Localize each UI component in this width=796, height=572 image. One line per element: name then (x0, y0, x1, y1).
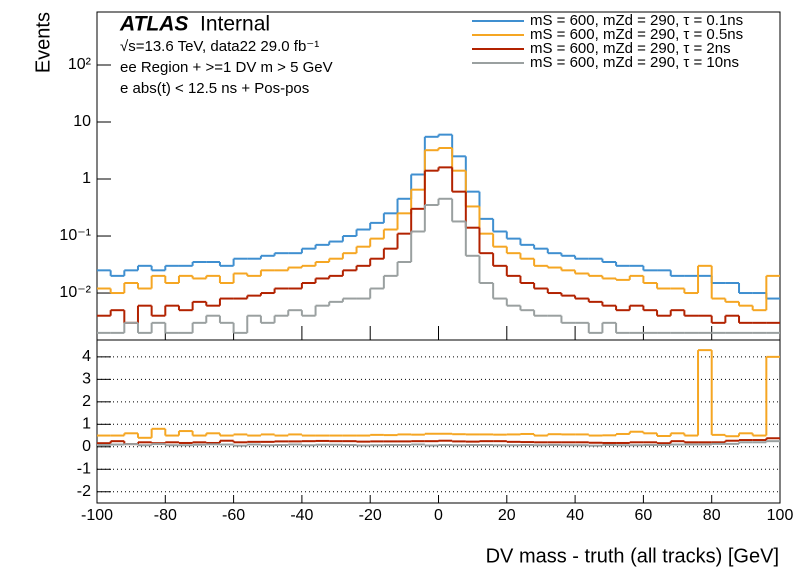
y-tick-label: 3 (82, 371, 91, 388)
y-tick-label: 1 (82, 170, 91, 187)
x-tick-label: -100 (81, 507, 113, 524)
y-axis-label: Events (32, 12, 54, 73)
y-tick-label: 10⁻² (59, 284, 91, 301)
y-tick-label: 10² (68, 56, 92, 73)
legend-label: mS = 600, mZd = 290, τ = 0.1ns (530, 12, 743, 29)
y-tick-label: 10 (73, 113, 91, 130)
x-tick-label: 0 (434, 507, 443, 524)
legend-label: mS = 600, mZd = 290, τ = 2ns (530, 40, 731, 57)
status: Internal (200, 13, 270, 36)
experiment: ATLAS (119, 13, 188, 36)
y-tick-label: -1 (77, 460, 91, 477)
y-tick-label: -2 (77, 483, 91, 500)
y-tick-label: 10⁻¹ (59, 227, 91, 244)
y-tick-label: 4 (82, 348, 91, 365)
x-tick-label: 100 (767, 507, 794, 524)
y-tick-label: 1 (82, 416, 91, 433)
x-tick-label: 80 (703, 507, 721, 524)
x-tick-label: -20 (359, 507, 382, 524)
legend-label: mS = 600, mZd = 290, τ = 10ns (530, 54, 739, 71)
annotation: e abs(t) < 12.5 ns + Pos-pos (120, 80, 309, 97)
annotation: √s=13.6 TeV, data22 29.0 fb⁻¹ (120, 38, 319, 55)
x-axis-label: DV mass - truth (all tracks) [GeV] (486, 545, 779, 567)
y-tick-label: 0 (82, 438, 91, 455)
annotation: ee Region + >=1 DV m > 5 GeV (120, 59, 333, 76)
x-tick-label: -40 (290, 507, 313, 524)
ratio-frame (96, 339, 781, 504)
x-tick-label: 40 (566, 507, 584, 524)
x-tick-label: -60 (222, 507, 245, 524)
y-tick-label: 2 (82, 393, 91, 410)
x-tick-label: 60 (635, 507, 653, 524)
x-tick-label: 20 (498, 507, 516, 524)
x-tick-label: -80 (154, 507, 177, 524)
legend-label: mS = 600, mZd = 290, τ = 0.5ns (530, 26, 743, 43)
